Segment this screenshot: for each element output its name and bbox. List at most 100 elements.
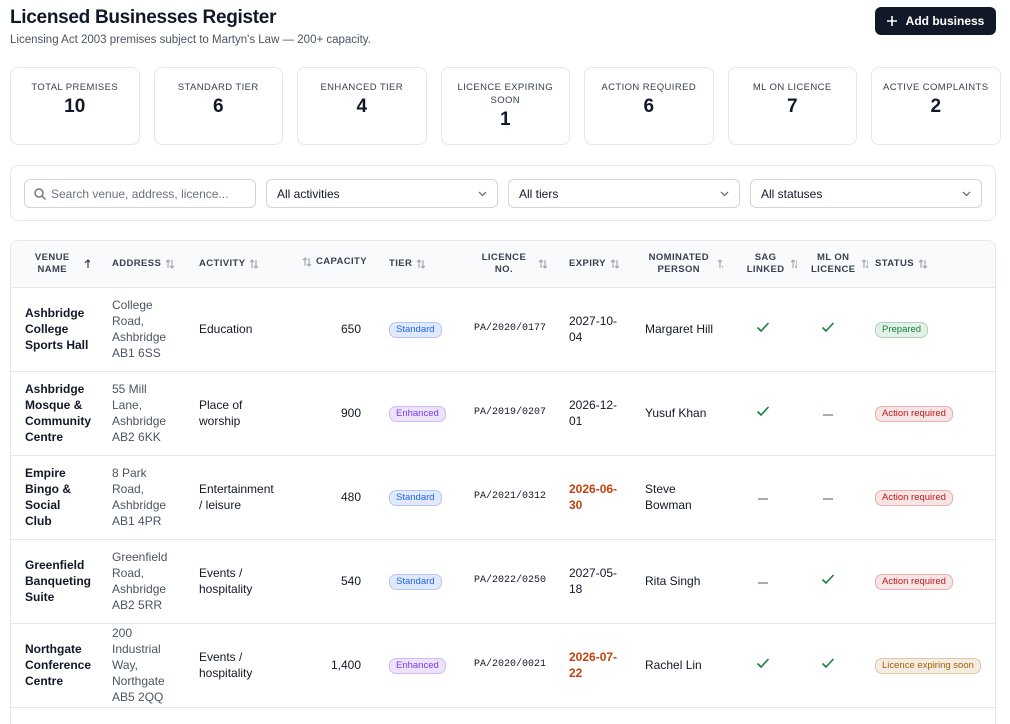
header-label: VENUE NAME — [34, 251, 70, 275]
select-value: All activities — [277, 186, 340, 201]
column-header[interactable]: VENUE NAME — [11, 241, 98, 288]
nominated-person: Steve Bowman — [631, 455, 731, 540]
header-label: TIER — [389, 257, 413, 269]
expiry-date: 2026-12-01 — [555, 371, 631, 456]
sag-linked — [731, 287, 795, 372]
column-header[interactable]: STATUS — [861, 241, 995, 288]
filter-select[interactable]: All tiers — [508, 179, 740, 208]
expiry-date: 2026-06-30 — [555, 455, 631, 540]
stat-label: ACTION REQUIRED — [601, 82, 697, 93]
status-badge: Action required — [875, 490, 953, 506]
stat-card: STANDARD TIER 6 — [153, 67, 283, 145]
tier-badge: Standard — [389, 322, 442, 338]
header-label: CAPACITY — [315, 256, 367, 268]
capacity: 540 — [285, 539, 375, 624]
stat-label: TOTAL PREMISES — [31, 82, 119, 93]
nominated-person: Margaret Hill — [631, 287, 731, 372]
stat-value: 7 — [786, 96, 798, 117]
stat-value: 6 — [643, 96, 655, 117]
chevron-icon — [720, 191, 729, 197]
stat-label: STANDARD TIER — [177, 82, 259, 93]
tier-cell: Enhanced — [375, 623, 460, 708]
sort-icon — [416, 258, 426, 269]
column-header[interactable]: CAPACITY — [285, 241, 375, 288]
activity: Entertainment / leisure — [185, 455, 285, 540]
column-header[interactable]: TIER — [375, 241, 460, 288]
search-input[interactable]: Search venue, address, licence... — [24, 179, 256, 208]
activity: Education — [185, 287, 285, 372]
ml-on-licence — [795, 287, 861, 372]
address: 55 Mill Lane, Ashbridge AB2 6KK — [98, 371, 185, 456]
chevron-icon — [962, 191, 971, 197]
nominated-person: Yusuf Khan — [631, 371, 731, 456]
stat-card: LICENCE EXPIRING SOON 1 — [440, 67, 570, 145]
sort-icon — [790, 258, 797, 269]
column-header[interactable]: ML ON LICENCE — [795, 241, 868, 288]
plus-icon — [886, 16, 897, 26]
stat-card: ACTIVE COMPLAINTS 2 — [871, 67, 1001, 145]
stats-row: TOTAL PREMISES 10 STANDARD TIER 6 ENHANCED T… — [10, 67, 1001, 145]
licence-number: PA/2020/0177 — [460, 287, 555, 372]
capacity: 650 — [285, 287, 375, 372]
licence-number: PA/2020/0021 — [460, 623, 555, 708]
address: College Road, Ashbridge AB1 6SS — [98, 287, 185, 372]
activity: Place of worship — [185, 371, 285, 456]
status-badge: Licence expiring soon — [875, 658, 981, 674]
table-row[interactable]: Northgate Conference Centre 200 Industria… — [11, 623, 995, 708]
table-row[interactable]: Empire Bingo & Social Club 8 Park Road, A… — [11, 455, 995, 540]
stat-label: ENHANCED TIER — [320, 82, 404, 93]
select-value: All tiers — [519, 186, 559, 201]
tier-cell: Enhanced — [375, 371, 460, 456]
table-row[interactable]: Ashbridge College Sports Hall College Roa… — [11, 287, 995, 372]
sag-linked — [731, 539, 795, 624]
header-content: SAG LINKED — [745, 252, 797, 276]
column-header[interactable]: NOMINATED PERSON — [631, 241, 731, 288]
sag-linked — [731, 371, 795, 456]
header-label: ML ON LICENCE — [810, 251, 856, 275]
address: Greenfield Road, Ashbridge AB2 5RR — [98, 539, 185, 624]
column-header[interactable]: EXPIRY — [555, 241, 631, 288]
sort-icon — [862, 258, 868, 268]
tier-cell: Standard — [375, 455, 460, 540]
status-cell: Action required — [861, 455, 995, 540]
tier-badge: Enhanced — [389, 658, 446, 674]
header-label: SAG LINKED — [746, 251, 785, 275]
header-content: NOMINATED PERSON — [645, 252, 723, 276]
licence-number: PA/2021/0312 — [460, 455, 555, 540]
sort-asc-icon — [84, 258, 90, 268]
address: 8 Park Road, Ashbridge AB1 4PR — [98, 455, 185, 540]
dash-icon — [758, 498, 768, 500]
sort-icon — [250, 258, 259, 269]
sort-icon — [610, 258, 620, 269]
check-icon — [756, 658, 770, 669]
column-header[interactable]: ADDRESS — [98, 241, 185, 288]
table-body: Ashbridge College Sports Hall College Roa… — [11, 287, 995, 708]
expiry-date: 2027-10-04 — [555, 287, 631, 372]
header-label: NOMINATED PERSON — [648, 251, 710, 275]
table-row[interactable]: Ashbridge Mosque & Community Centre 55 Mi… — [11, 371, 995, 456]
stat-value: 1 — [499, 109, 511, 130]
venue-name: Ashbridge College Sports Hall — [11, 287, 98, 372]
column-header[interactable]: LICENCE NO. — [460, 241, 555, 288]
filter-select[interactable]: All statuses — [750, 179, 982, 208]
capacity: 1,400 — [285, 623, 375, 708]
activity: Events / hospitality — [185, 623, 285, 708]
filter-select[interactable]: All activities — [266, 179, 498, 208]
sag-linked — [731, 623, 795, 708]
status-badge: Action required — [875, 574, 953, 590]
column-header[interactable]: ACTIVITY — [185, 241, 285, 288]
header-content: LICENCE NO. — [474, 252, 547, 276]
table-row[interactable]: Greenfield Banqueting Suite Greenfield Ro… — [11, 539, 995, 624]
ml-on-licence — [795, 623, 861, 708]
stat-card: TOTAL PREMISES 10 — [10, 67, 140, 145]
expiry-date: 2027-05-18 — [555, 539, 631, 624]
sort-icon — [918, 258, 928, 269]
licence-number: PA/2022/0250 — [460, 539, 555, 624]
sort-icon — [165, 258, 175, 269]
add-business-button[interactable]: Add business — [875, 7, 996, 35]
table-container: VENUE NAME ADDRESS ACTIVITY CAPACITY TIER LIC… — [10, 240, 996, 724]
button-label: Add business — [905, 14, 985, 28]
column-header[interactable]: SAG LINKED — [731, 241, 797, 288]
venue-name: Greenfield Banqueting Suite — [11, 539, 98, 624]
